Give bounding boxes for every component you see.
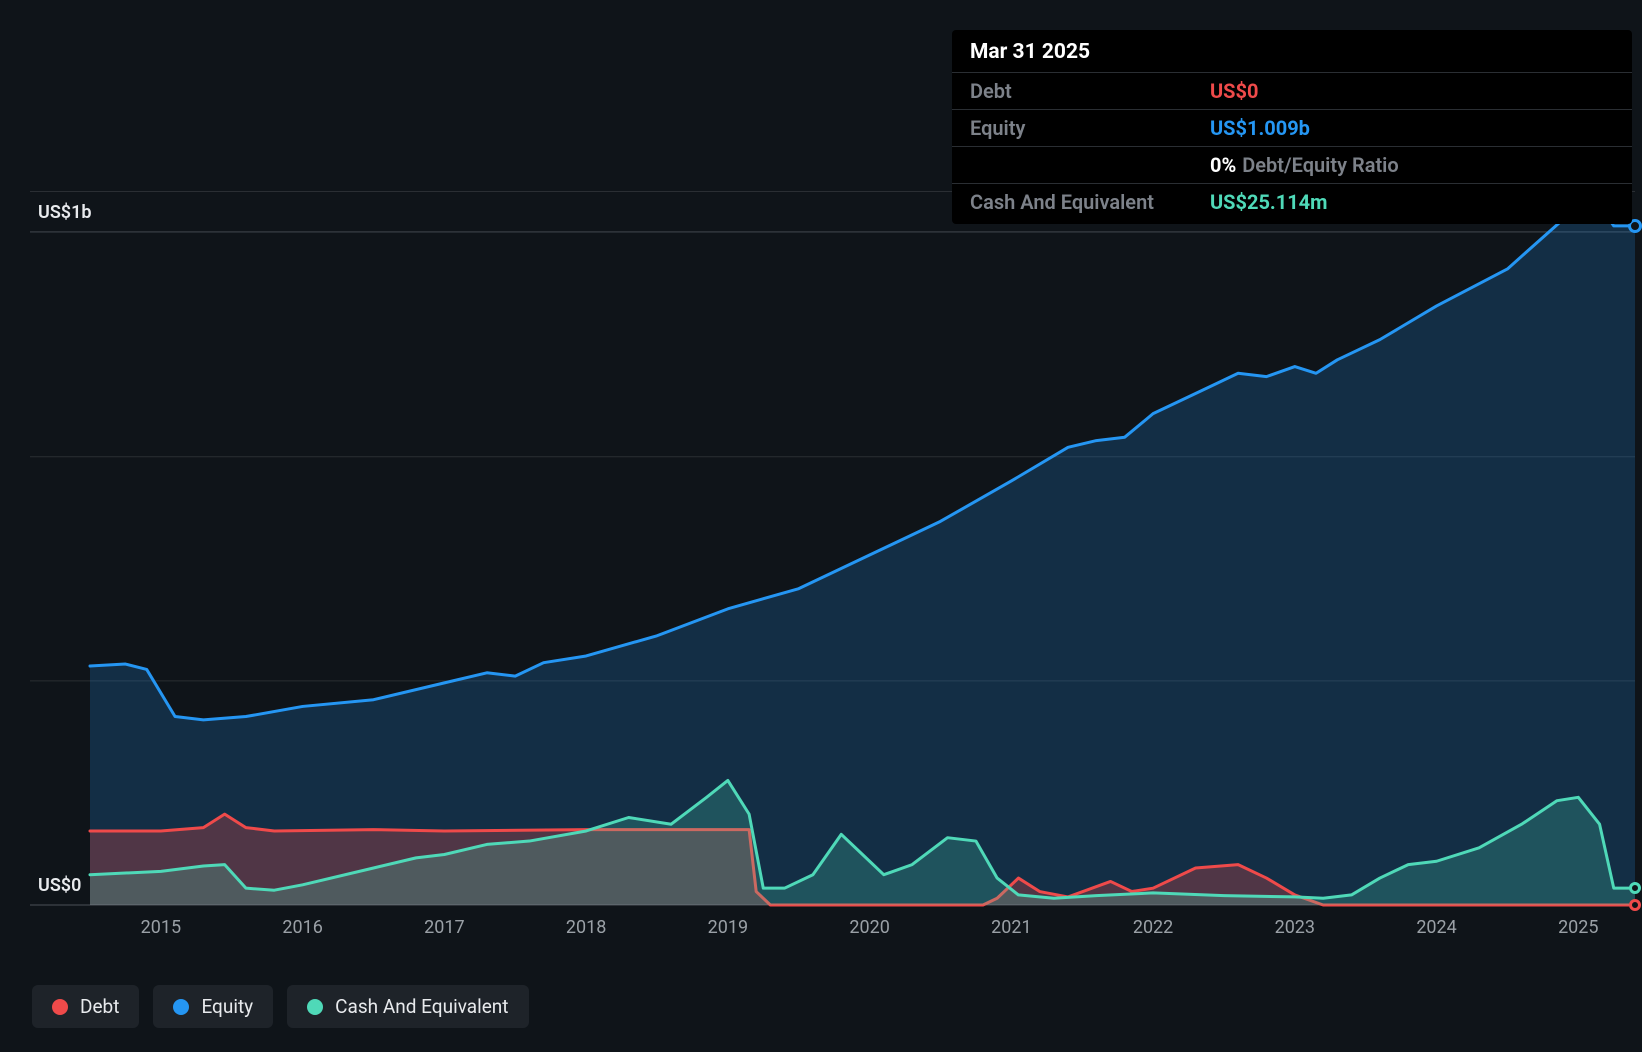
- tooltip-row-value: US$1.009b: [1210, 116, 1310, 140]
- legend-label: Debt: [80, 995, 119, 1018]
- tooltip-rows: DebtUS$0EquityUS$1.009b0%Debt/Equity Rat…: [952, 72, 1632, 220]
- hover-marker-cash: [1629, 882, 1641, 894]
- tooltip-row-value: US$25.114m: [1210, 190, 1327, 214]
- chart-tooltip: Mar 31 2025 DebtUS$0EquityUS$1.009b0%Deb…: [952, 30, 1632, 224]
- tooltip-date: Mar 31 2025: [952, 40, 1632, 72]
- tooltip-row: 0%Debt/Equity Ratio: [952, 146, 1632, 183]
- tooltip-row-label: Debt: [970, 79, 1210, 103]
- tooltip-row-label: Equity: [970, 116, 1210, 140]
- tooltip-row-label: Cash And Equivalent: [970, 190, 1210, 214]
- x-axis-tick-label: 2023: [1275, 917, 1315, 938]
- legend-label: Cash And Equivalent: [335, 995, 508, 1018]
- tooltip-row-value: 0%: [1210, 153, 1236, 177]
- legend-label: Equity: [201, 995, 253, 1018]
- tooltip-row-value: US$0: [1210, 79, 1258, 103]
- legend-item-equity[interactable]: Equity: [153, 985, 273, 1028]
- tooltip-row-suffix: Debt/Equity Ratio: [1242, 153, 1398, 177]
- x-axis-tick-label: 2020: [849, 917, 889, 938]
- tooltip-row: DebtUS$0: [952, 72, 1632, 109]
- legend-dot-icon: [52, 999, 68, 1015]
- x-axis-tick-label: 2017: [424, 917, 464, 938]
- x-axis-tick-label: 2016: [282, 917, 322, 938]
- x-axis-tick-label: 2025: [1558, 917, 1598, 938]
- y-axis-tick-label: US$0: [38, 875, 81, 896]
- y-axis-tick-label: US$1b: [38, 202, 92, 223]
- tooltip-row-label: [970, 153, 1210, 177]
- legend-dot-icon: [173, 999, 189, 1015]
- x-axis-tick-label: 2021: [991, 917, 1031, 938]
- legend-item-debt[interactable]: Debt: [32, 985, 139, 1028]
- x-axis-tick-label: 2022: [1133, 917, 1173, 938]
- chart-legend: Debt Equity Cash And Equivalent: [32, 985, 529, 1028]
- debt-equity-chart: Mar 31 2025 DebtUS$0EquityUS$1.009b0%Deb…: [0, 0, 1642, 1052]
- x-axis-tick-label: 2019: [708, 917, 748, 938]
- x-axis-tick-label: 2024: [1416, 917, 1456, 938]
- x-axis-tick-label: 2018: [566, 917, 606, 938]
- tooltip-row: EquityUS$1.009b: [952, 109, 1632, 146]
- legend-dot-icon: [307, 999, 323, 1015]
- x-axis-tick-label: 2015: [141, 917, 181, 938]
- hover-marker-debt: [1629, 899, 1641, 911]
- tooltip-row: Cash And EquivalentUS$25.114m: [952, 183, 1632, 220]
- legend-item-cash[interactable]: Cash And Equivalent: [287, 985, 528, 1028]
